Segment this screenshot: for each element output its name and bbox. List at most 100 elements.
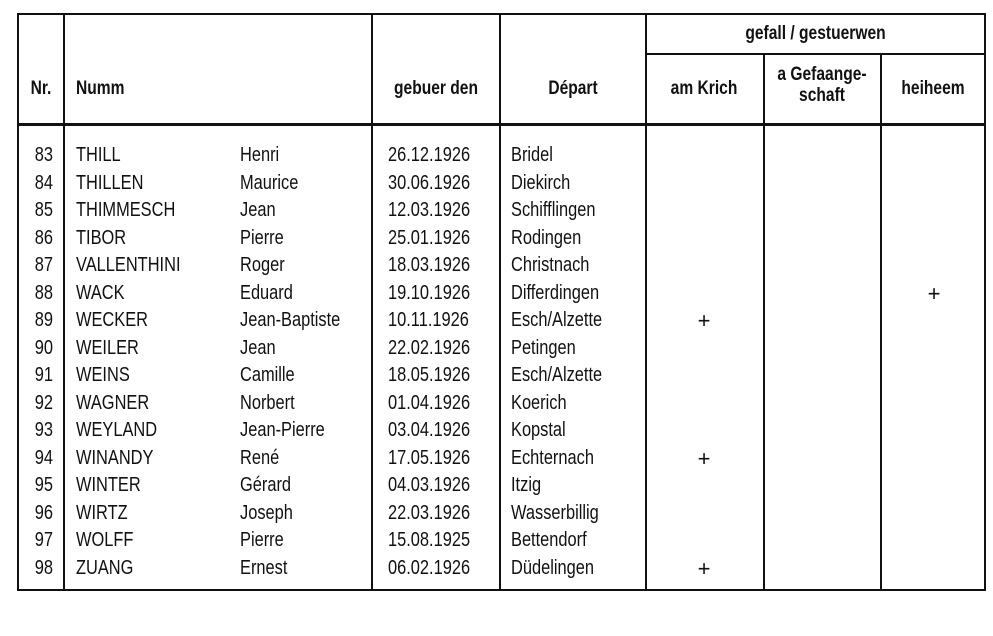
row-born: 03.04.1926 — [388, 419, 471, 441]
row-firstname: Camille — [240, 364, 295, 386]
row-nr: 83 — [34, 144, 53, 166]
row-firstname: Roger — [240, 254, 285, 276]
row-nr: 97 — [34, 529, 53, 551]
row-born: 01.04.1926 — [388, 391, 471, 414]
row-nr: 88 — [34, 281, 53, 304]
row-surname: WACK — [76, 281, 125, 304]
mark-am-krich: + — [697, 445, 711, 471]
row-nr: 96 — [34, 501, 53, 524]
row-firstname: Joseph — [240, 501, 293, 524]
row-firstname: Eduard — [240, 281, 293, 304]
row-born: 18.03.1926 — [388, 254, 471, 276]
row-surname: VALLENTHINI — [76, 254, 181, 276]
column-divider — [880, 54, 882, 591]
row-depart: Wasserbillig — [511, 501, 599, 524]
row-nr: 90 — [34, 336, 53, 359]
header-nr: Nr. — [30, 78, 52, 99]
row-surname: WINANDY — [76, 446, 154, 469]
row-depart: Düdelingen — [511, 556, 594, 579]
header-gefaangeschaft-line2: schaft — [799, 85, 845, 106]
mark-heiheem: + — [927, 280, 941, 306]
row-born: 19.10.1926 — [388, 281, 471, 304]
row-nr: 91 — [34, 364, 53, 386]
header-divider — [17, 123, 986, 126]
row-depart: Itzig — [511, 474, 542, 496]
row-firstname: Norbert — [240, 391, 295, 414]
row-firstname: Jean — [240, 336, 276, 359]
row-firstname: Maurice — [240, 171, 299, 194]
row-surname: WIRTZ — [76, 501, 128, 524]
row-surname: WAGNER — [76, 391, 150, 414]
row-born: 25.01.1926 — [388, 226, 471, 249]
row-firstname: Henri — [240, 144, 280, 166]
column-divider — [371, 13, 373, 591]
row-firstname: Jean-Baptiste — [240, 309, 341, 331]
row-born: 22.03.1926 — [388, 501, 471, 524]
header-depart: Départ — [548, 78, 598, 99]
row-born: 30.06.1926 — [388, 171, 471, 194]
header-heiheem: heiheem — [901, 78, 965, 99]
row-firstname: Pierre — [240, 529, 284, 551]
row-depart: Bettendorf — [511, 529, 587, 551]
row-surname: THILL — [76, 144, 121, 166]
column-divider — [63, 13, 65, 591]
column-divider — [645, 13, 647, 591]
row-depart: Koerich — [511, 391, 567, 414]
row-surname: THIMMESCH — [76, 199, 176, 221]
row-nr: 87 — [34, 254, 53, 276]
row-born: 06.02.1926 — [388, 556, 471, 579]
row-depart: Esch/Alzette — [511, 309, 603, 331]
row-nr: 84 — [34, 171, 53, 194]
row-depart: Petingen — [511, 336, 576, 359]
column-divider — [763, 54, 765, 591]
row-nr: 98 — [34, 556, 53, 579]
row-surname: THILLEN — [76, 171, 144, 194]
row-nr: 89 — [34, 309, 53, 331]
row-born: 04.03.1926 — [388, 474, 471, 496]
header-gefaangeschaft: a Gefaange-schaft — [774, 64, 871, 106]
row-depart: Schifflingen — [511, 199, 596, 221]
row-surname: WECKER — [76, 309, 148, 331]
row-born: 22.02.1926 — [388, 336, 471, 359]
row-depart: Echternach — [511, 446, 594, 469]
row-depart: Kopstal — [511, 419, 566, 441]
mark-am-krich: + — [697, 308, 711, 333]
row-surname: TIBOR — [76, 226, 127, 249]
row-firstname: René — [240, 446, 280, 469]
row-nr: 86 — [34, 226, 53, 249]
header-subdivider — [645, 53, 986, 55]
row-depart: Differdingen — [511, 281, 600, 304]
row-born: 10.11.1926 — [388, 309, 469, 331]
header-numm: Numm — [76, 78, 125, 99]
row-depart: Esch/Alzette — [511, 364, 603, 386]
row-surname: WOLFF — [76, 529, 134, 551]
header-gefaangeschaft-line1: a Gefaange- — [777, 64, 867, 85]
row-nr: 85 — [34, 199, 53, 221]
row-firstname: Jean — [240, 199, 276, 221]
header-gebuer-den: gebuer den — [394, 78, 478, 99]
row-firstname: Jean-Pierre — [240, 419, 325, 441]
header-am-krich: am Krich — [670, 78, 738, 99]
row-depart: Diekirch — [511, 171, 571, 194]
row-depart: Rodingen — [511, 226, 582, 249]
row-depart: Bridel — [511, 144, 553, 166]
row-depart: Christnach — [511, 254, 590, 276]
row-firstname: Ernest — [240, 556, 288, 579]
row-surname: WEILER — [76, 336, 139, 359]
header-gefall-gestuerwen: gefall / gestuerwen — [745, 23, 886, 44]
row-nr: 94 — [34, 446, 53, 469]
row-born: 17.05.1926 — [388, 446, 471, 469]
row-surname: ZUANG — [76, 556, 134, 579]
column-divider — [499, 13, 501, 591]
row-nr: 92 — [34, 391, 53, 414]
row-surname: WEYLAND — [76, 419, 158, 441]
row-born: 15.08.1925 — [388, 529, 471, 551]
row-nr: 95 — [34, 474, 53, 496]
row-firstname: Gérard — [240, 474, 292, 496]
row-born: 26.12.1926 — [388, 144, 471, 166]
row-born: 12.03.1926 — [388, 199, 471, 221]
row-surname: WINTER — [76, 474, 141, 496]
row-surname: WEINS — [76, 364, 130, 386]
table-frame — [17, 13, 986, 591]
row-born: 18.05.1926 — [388, 364, 471, 386]
